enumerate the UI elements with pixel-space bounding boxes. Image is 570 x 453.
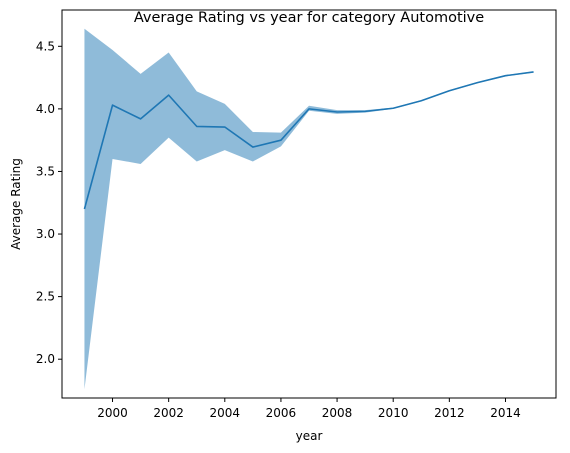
x-tick-label: 2014 (490, 406, 521, 420)
x-tick-label: 2002 (153, 406, 184, 420)
y-tick-label: 3.0 (36, 227, 55, 241)
y-axis-label: Average Rating (9, 158, 23, 250)
y-tick-label: 4.5 (36, 39, 55, 53)
x-tick-label: 2010 (378, 406, 409, 420)
x-tick-label: 2012 (434, 406, 465, 420)
axes-frame (61, 9, 557, 399)
y-tick-label: 2.0 (36, 352, 55, 366)
y-tick-label: 3.5 (36, 164, 55, 178)
x-tick-label: 2008 (322, 406, 353, 420)
y-axis: 2.0 2.5 3.0 3.5 4.0 4.5 (36, 39, 62, 366)
confidence-band-0 (84, 28, 534, 390)
x-tick-label: 2004 (210, 406, 241, 420)
x-axis: 2000 2002 2004 2006 2008 2010 2012 2014 (97, 398, 521, 420)
x-tick-label: 2006 (266, 406, 297, 420)
y-tick-label: 4.0 (36, 102, 55, 116)
chart-title: Average Rating vs year for category Auto… (134, 10, 484, 26)
x-axis-label: year (296, 429, 323, 443)
y-tick-label: 2.5 (36, 290, 55, 304)
plot-area (83, 28, 534, 390)
x-tick-label: 2000 (97, 406, 128, 420)
